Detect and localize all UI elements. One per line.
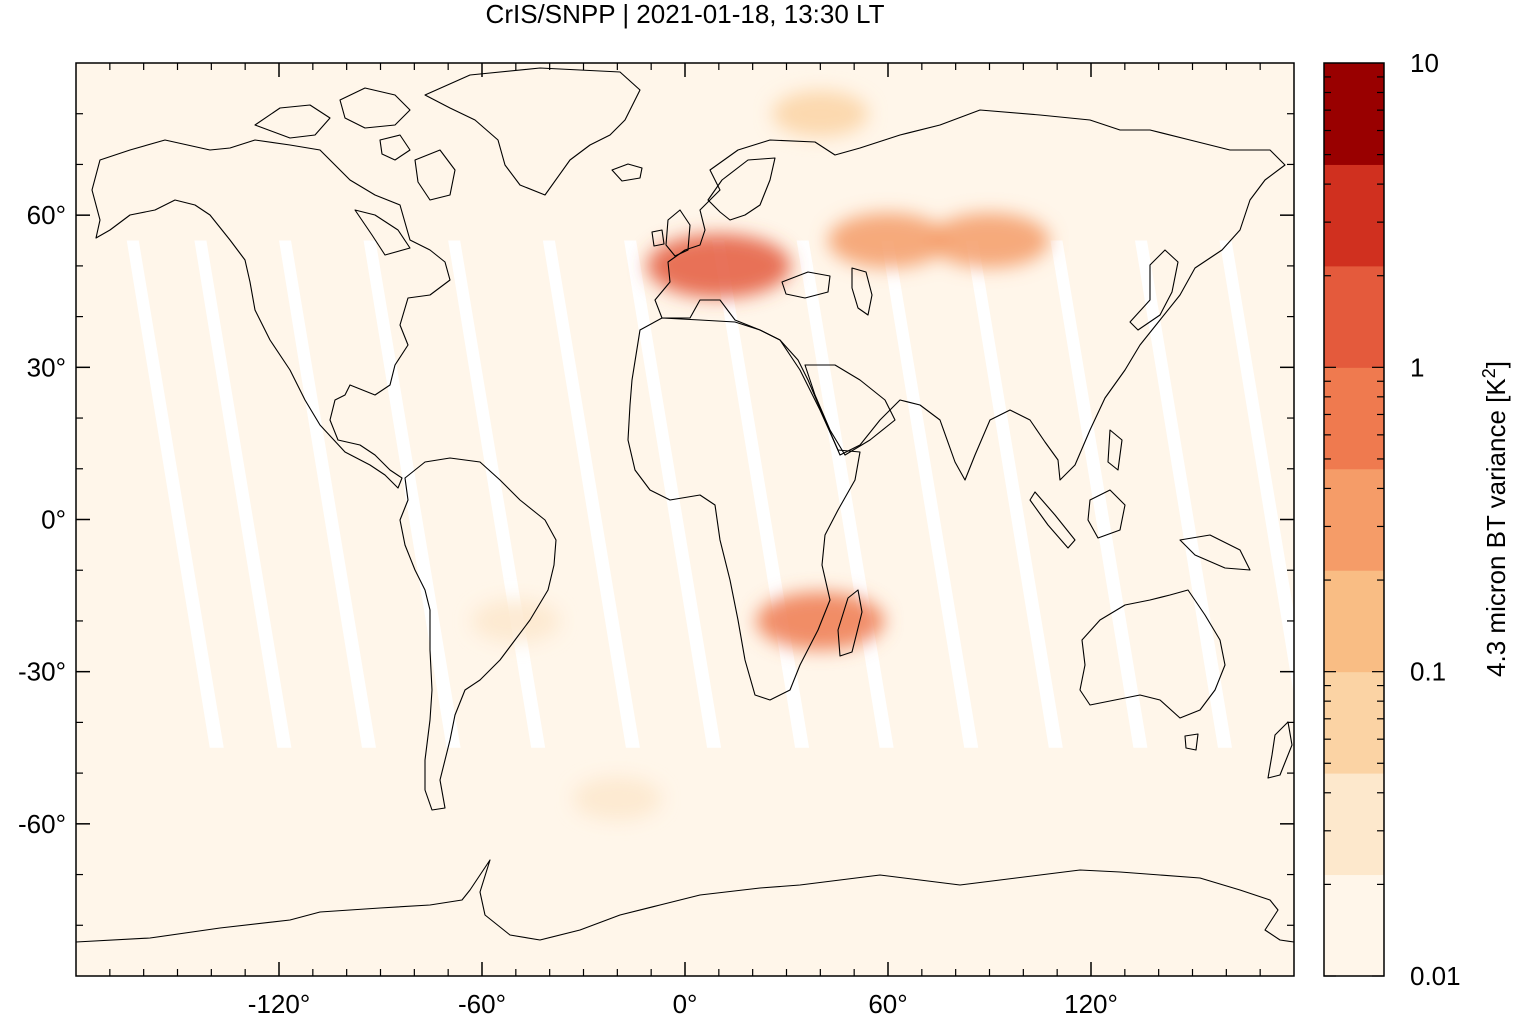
map-plot-area: -120° -60° 0° 60° 120° 60° 30° 0° -30° -60° (18, 62, 1295, 1019)
swath-gap-5 (542, 240, 640, 748)
colorbar-title: 4.3 micron BT variance [K2] (1479, 361, 1511, 677)
colorbar-band-4 (1324, 468, 1384, 571)
coastline-antarctica (76, 859, 1294, 943)
swath-gap-0 (126, 240, 224, 748)
colorbar-tick-label: 0.1 (1410, 657, 1446, 687)
colorbar-tick-labels: 10 1 0.1 0.01 (1410, 48, 1461, 991)
coastline-philippines (1107, 429, 1123, 471)
coastline-australia (1079, 589, 1226, 719)
y-axis: 60° 30° 0° -30° -60° (18, 200, 1294, 839)
colorbar-bands (1324, 63, 1384, 977)
x-tick-label: 60° (868, 989, 907, 1019)
y-tick-label: 60° (27, 200, 66, 230)
swath-gap-3 (363, 240, 461, 748)
colorbar-band-6 (1324, 265, 1384, 368)
colorbar-band-0 (1324, 874, 1384, 977)
swath-gap-9 (881, 240, 979, 748)
coastline-sumatra (1029, 491, 1076, 549)
colorbar-band-3 (1324, 570, 1384, 673)
coastline-caspian-sea (851, 267, 873, 316)
coastlines (76, 67, 1294, 943)
map-title: CrIS/SNPP | 2021-01-18, 13:30 LT (486, 0, 885, 29)
coastline-borneo (1087, 489, 1126, 539)
y-tick-label: 0° (41, 505, 66, 535)
y-tick-label: -30° (18, 657, 66, 687)
colorbar-ticks (1324, 76, 1384, 977)
colorbar-band-2 (1324, 671, 1384, 774)
coastline-africa (627, 317, 861, 701)
x-tick-label: 120° (1064, 989, 1118, 1019)
coastline-japan (1129, 249, 1179, 331)
coastline-hudson-bay (354, 209, 411, 256)
swath-gap-2 (279, 240, 376, 748)
x-tick-label: -60° (458, 989, 506, 1019)
variance-blob-2 (929, 213, 1050, 269)
swath-gaps (126, 240, 1294, 748)
x-minor-ticks (109, 63, 1261, 976)
x-tick-label: -120° (248, 989, 310, 1019)
swath-gap-11 (1050, 240, 1148, 748)
x-axis: -120° -60° 0° 60° 120° (248, 63, 1118, 1019)
colorbar-frame (1323, 62, 1385, 977)
y-tick-label: -60° (18, 809, 66, 839)
coastline-greenland (424, 67, 641, 196)
coastline-arabia (804, 364, 896, 456)
coastline-black-sea (781, 271, 831, 299)
swath-gap-1 (194, 240, 292, 748)
coastline-british-isles (651, 209, 691, 257)
colorbar-band-7 (1324, 164, 1384, 267)
coastline-south-america (399, 457, 557, 811)
swath-gap-13 (1219, 240, 1294, 696)
coastline-north-america (91, 139, 451, 489)
colorbar: 10 1 0.1 0.01 4.3 micron BT variance [K2] (1323, 48, 1511, 991)
variance-blob-0 (646, 233, 791, 298)
coastline-tasmania (1184, 733, 1199, 751)
swath-gap-6 (624, 240, 722, 748)
coastline-new-guinea (1179, 534, 1251, 571)
y-minor-ticks (76, 113, 1294, 926)
coastline-iceland (611, 163, 643, 182)
variance-blob-6 (573, 776, 662, 820)
variance-blob-3 (756, 591, 885, 650)
variance-field (471, 90, 1050, 820)
variance-blob-1 (828, 213, 948, 269)
swath-gap-12 (1134, 240, 1232, 748)
colorbar-band-1 (1324, 773, 1384, 876)
map-background (76, 63, 1294, 976)
variance-blob-5 (471, 599, 560, 643)
colorbar-tick-label: 10 (1410, 48, 1439, 78)
coastline-eurasia (654, 109, 1286, 481)
swath-gap-10 (965, 240, 1063, 748)
coastline-arctic-islands (254, 87, 456, 201)
colorbar-tick-label: 0.01 (1410, 961, 1461, 991)
coastline-madagascar (837, 589, 863, 657)
coastline-scandinavia (707, 157, 776, 221)
colorbar-band-5 (1324, 367, 1384, 470)
y-tick-label: 30° (27, 352, 66, 382)
variance-blob-4 (772, 90, 869, 137)
colorbar-tick-label: 1 (1410, 352, 1424, 382)
x-tick-label: 0° (673, 989, 698, 1019)
colorbar-band-8 (1324, 63, 1384, 165)
